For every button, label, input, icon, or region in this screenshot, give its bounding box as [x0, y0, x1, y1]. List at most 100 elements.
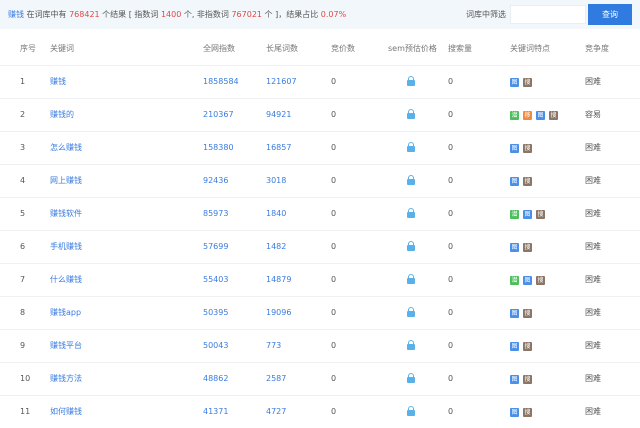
summary-text: 个 ]，结果占比 [262, 10, 321, 19]
index-link[interactable]: 85973 [203, 209, 229, 218]
tag-badge[interactable]: 图 [510, 374, 519, 384]
index-link[interactable]: 48862 [203, 374, 229, 383]
index-link[interactable]: 158380 [203, 143, 234, 152]
keyword-link[interactable]: 赚钱软件 [50, 209, 82, 218]
bid-count: 0 [331, 262, 388, 296]
index-link[interactable]: 210367 [203, 110, 234, 119]
lock-icon[interactable] [407, 75, 415, 86]
competition: 困难 [585, 196, 640, 230]
tag-badge[interactable]: 图 [510, 176, 519, 186]
tag-badge[interactable]: 搜 [523, 407, 532, 417]
tag-badge[interactable]: 搜 [523, 143, 532, 153]
table-row: 4 网上赚钱 92436 3018 0 0 图搜 困难 [0, 163, 640, 197]
lock-icon[interactable] [407, 405, 415, 416]
bid-count: 0 [331, 295, 388, 329]
index-link[interactable]: 50043 [203, 341, 229, 350]
keyword-link[interactable]: 赚钱app [50, 308, 82, 317]
keyword-tags: 图搜 [510, 64, 585, 98]
row-number: 9 [0, 328, 50, 362]
keyword-link[interactable]: 手机赚钱 [50, 242, 82, 251]
tag-badge[interactable]: 搜 [523, 341, 532, 351]
keyword-link[interactable]: 网上赚钱 [50, 176, 82, 185]
keyword-link[interactable]: 赚钱平台 [50, 341, 82, 350]
search-volume: 0 [448, 229, 510, 263]
lock-icon[interactable] [407, 339, 415, 350]
lock-icon[interactable] [407, 240, 415, 251]
index-link[interactable]: 50395 [203, 308, 229, 317]
row-number: 2 [0, 97, 50, 131]
keyword-link[interactable]: 赚钱方法 [50, 374, 82, 383]
lock-icon[interactable] [407, 273, 415, 284]
tag-badge[interactable]: 图 [536, 110, 545, 120]
longtail-link[interactable]: 4727 [266, 407, 287, 417]
lock-icon[interactable] [407, 174, 415, 185]
lock-icon[interactable] [407, 372, 415, 383]
index-link[interactable]: 55403 [203, 275, 229, 284]
tag-badge[interactable]: 图 [510, 308, 519, 318]
tag-badge[interactable]: 图 [523, 209, 532, 219]
keyword-tags: 图搜 [510, 394, 585, 428]
index-link[interactable]: 57699 [203, 242, 229, 251]
tag-badge[interactable]: 图 [510, 77, 519, 87]
tag-badge[interactable]: 潜 [510, 110, 519, 120]
tag-badge[interactable]: 潜 [510, 275, 519, 285]
tag-badge[interactable]: 搜 [549, 110, 558, 120]
tag-badge[interactable]: 搜 [523, 242, 532, 252]
keyword-tags: 图搜 [510, 295, 585, 329]
lock-icon[interactable] [407, 306, 415, 317]
table-row: 11 如何赚钱 41371 4727 0 0 图搜 困难 [0, 394, 640, 428]
tag-badge[interactable]: 图 [510, 341, 519, 351]
keyword-link[interactable]: 赚钱 [50, 77, 66, 86]
index-link[interactable]: 1858584 [203, 77, 239, 86]
longtail-link[interactable]: 19096 [266, 308, 292, 317]
tag-badge[interactable]: 搜 [523, 308, 532, 318]
row-number: 10 [0, 361, 50, 395]
lock-icon[interactable] [407, 141, 415, 152]
keyword-link[interactable]: 如何赚钱 [50, 407, 82, 417]
tag-badge[interactable]: 图 [523, 275, 532, 285]
tag-badge[interactable]: 搜 [523, 77, 532, 87]
tag-badge[interactable]: 搜 [536, 209, 545, 219]
longtail-link[interactable]: 14879 [266, 275, 292, 284]
tag-badge[interactable]: 搜 [523, 176, 532, 186]
longtail-link[interactable]: 1840 [266, 209, 287, 218]
column-header: 搜索量 [448, 43, 472, 53]
query-button[interactable]: 查询 [588, 4, 632, 25]
result-summary: 赚钱 在词库中有 768421 个结果 [ 指数词 1400 个, 非指数词 7… [8, 9, 346, 20]
longtail-link[interactable]: 94921 [266, 110, 292, 119]
row-number: 8 [0, 295, 50, 329]
longtail-link[interactable]: 1482 [266, 242, 287, 251]
summary-text: 个结果 [ 指数词 [99, 10, 161, 19]
tag-badge[interactable]: 图 [510, 407, 519, 417]
longtail-link[interactable]: 773 [266, 341, 282, 350]
tag-badge[interactable]: 图 [510, 143, 519, 153]
keyword-link[interactable]: 怎么赚钱 [50, 143, 82, 152]
index-link[interactable]: 41371 [203, 407, 229, 417]
table-row: 6 手机赚钱 57699 1482 0 0 图搜 困难 [0, 229, 640, 263]
column-header: 关键词 [50, 43, 74, 53]
table-row: 2 赚钱的 210367 94921 0 0 潜移图搜 容易 [0, 97, 640, 131]
tag-badge[interactable]: 搜 [523, 374, 532, 384]
summary-keyword[interactable]: 赚钱 [8, 10, 24, 19]
lock-icon[interactable] [407, 207, 415, 218]
competition: 困难 [585, 262, 640, 296]
column-header: 竞价数 [331, 43, 355, 53]
search-volume: 0 [448, 64, 510, 98]
column-header: 序号 [20, 43, 36, 53]
tag-badge[interactable]: 潜 [510, 209, 519, 219]
lock-icon[interactable] [407, 108, 415, 119]
longtail-link[interactable]: 16857 [266, 143, 292, 152]
keyword-link[interactable]: 什么赚钱 [50, 275, 82, 284]
longtail-link[interactable]: 121607 [266, 77, 297, 86]
table-row: 10 赚钱方法 48862 2587 0 0 图搜 困难 [0, 361, 640, 395]
index-link[interactable]: 92436 [203, 176, 229, 185]
longtail-link[interactable]: 3018 [266, 176, 287, 185]
tag-badge[interactable]: 图 [510, 242, 519, 252]
filter-input[interactable] [510, 5, 586, 24]
tag-badge[interactable]: 搜 [536, 275, 545, 285]
competition: 困难 [585, 328, 640, 362]
longtail-link[interactable]: 2587 [266, 374, 287, 383]
tag-badge[interactable]: 移 [523, 110, 532, 120]
keyword-link[interactable]: 赚钱的 [50, 110, 74, 119]
keyword-table: 序号 关键词 全网指数 长尾词数 竞价数 sem预估价格 搜索量 关键词特点 竞争度 1 赚钱 … [0, 32, 640, 428]
